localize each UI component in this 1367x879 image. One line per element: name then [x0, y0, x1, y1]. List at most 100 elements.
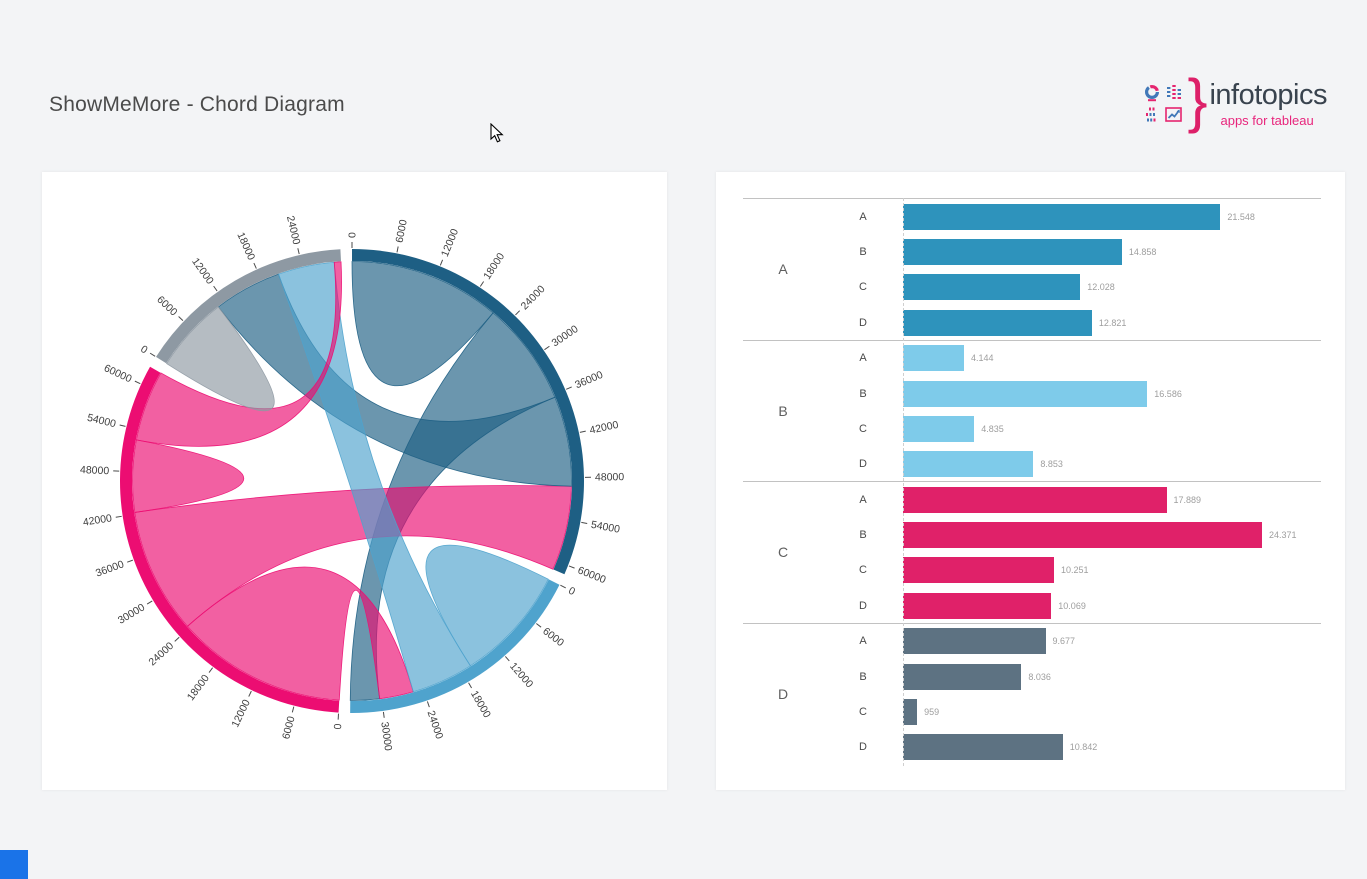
- tick-mark: [468, 682, 473, 689]
- bar-value-label: 12.028: [1087, 282, 1115, 293]
- tick-mark: [536, 623, 542, 628]
- bar-value-label: 21.548: [1227, 211, 1255, 222]
- tick-mark: [146, 600, 153, 605]
- bar-group-D: D A 9.677 B 8.036 C 959 D 10.842: [743, 622, 1321, 765]
- bar-C-D[interactable]: [903, 592, 1052, 619]
- bar-D-C[interactable]: [903, 698, 918, 725]
- bar-value-label: 10.842: [1069, 742, 1098, 753]
- tick-label: 42000: [588, 419, 619, 437]
- row-label: A: [859, 493, 867, 506]
- tick-mark: [566, 386, 572, 390]
- tick-label: 60000: [102, 362, 134, 385]
- bar-group-B: B A 4.144 B 16.586 C 4.835 D 8.853: [743, 339, 1321, 482]
- bar-value-label: 4.835: [981, 423, 1004, 434]
- tick-mark: [581, 521, 588, 524]
- bar-row-B-B: B 16.586: [743, 376, 1321, 411]
- group-label: A: [778, 261, 788, 278]
- tick-mark: [134, 380, 141, 385]
- bar-chart: A A 21.548 B 14.858 C 12.028 D 12.821 B A 4.144 B 16.…: [743, 198, 1321, 766]
- tick-label: 36000: [94, 558, 126, 579]
- bar-C-A[interactable]: [903, 486, 1167, 513]
- mouse-cursor: [490, 123, 504, 143]
- bar-B-C[interactable]: [903, 415, 975, 442]
- row-label: B: [859, 246, 867, 259]
- tick-label: 18000: [468, 689, 493, 720]
- row-label: A: [859, 352, 867, 365]
- tick-mark: [426, 701, 430, 708]
- tick-label: 30000: [550, 323, 581, 349]
- bar-D-B[interactable]: [903, 663, 1022, 690]
- ribbon-A-C[interactable]: [134, 485, 572, 627]
- tick-label: 54000: [86, 412, 117, 431]
- bar-value-label: 10.251: [1061, 565, 1089, 576]
- page-title: ShowMeMore - Chord Diagram: [49, 93, 345, 116]
- bar-row-D-A: A 9.677: [743, 624, 1321, 659]
- tick-label: 48000: [80, 464, 110, 477]
- ribbon-D-D[interactable]: [166, 306, 275, 412]
- bar-row-C-A: A 17.889: [743, 482, 1321, 517]
- tick-mark: [504, 656, 510, 662]
- bar-value-label: 14.858: [1128, 247, 1157, 258]
- bar-value-label: 8.036: [1028, 671, 1051, 682]
- ribbon-B-C[interactable]: [186, 566, 414, 701]
- bar-row-C-B: B 24.371: [743, 517, 1321, 552]
- tick-mark: [127, 559, 134, 563]
- arc-D[interactable]: [156, 249, 341, 364]
- bar-A-D[interactable]: [903, 309, 1092, 336]
- tick-label: 18000: [234, 231, 257, 263]
- bar-value-label: 12.821: [1098, 317, 1127, 328]
- bar-D-D[interactable]: [903, 734, 1063, 761]
- tick-label: 6000: [540, 625, 566, 649]
- row-label: B: [859, 387, 867, 400]
- bar-B-B[interactable]: [903, 380, 1148, 407]
- bar-C-B[interactable]: [903, 522, 1262, 549]
- tick-label: 24000: [146, 640, 176, 669]
- tick-label: 0: [332, 723, 344, 730]
- arc-A[interactable]: [352, 249, 585, 575]
- tick-mark: [568, 565, 575, 569]
- tick-mark: [479, 281, 485, 287]
- logo-brand-text: infotopics: [1209, 78, 1327, 111]
- tick-label: 42000: [82, 512, 113, 528]
- bar-B-D[interactable]: [903, 451, 1034, 478]
- bar-B-A[interactable]: [903, 345, 964, 372]
- bar-value-label: 24.371: [1269, 530, 1297, 541]
- tick-mark: [579, 430, 586, 433]
- dotted-rows-icon: [1146, 107, 1156, 122]
- tick-mark: [174, 636, 180, 642]
- ribbon-B-B[interactable]: [425, 544, 549, 667]
- infotopics-logo[interactable]: } infotopics apps for tableau: [1143, 67, 1327, 134]
- arc-C[interactable]: [120, 366, 340, 713]
- row-label: D: [859, 316, 867, 329]
- chord-card: 0 6000 12000 18000 24000 30000 36000 42000 48000…: [42, 172, 667, 790]
- logo-brace: }: [1187, 67, 1208, 134]
- ribbon-C-C[interactable]: [132, 439, 245, 513]
- donut-chart-icon: [1145, 84, 1160, 102]
- bar-A-C[interactable]: [903, 274, 1081, 301]
- bar-value-label: 959: [924, 706, 940, 717]
- tick-mark: [382, 711, 385, 718]
- tick-mark: [291, 706, 295, 713]
- tick-mark: [253, 262, 257, 269]
- row-label: D: [859, 599, 867, 612]
- tick-label: 0: [566, 585, 577, 598]
- group-label: B: [778, 402, 788, 419]
- tick-label: 12000: [507, 660, 535, 690]
- tick-label: 12000: [189, 256, 216, 287]
- bar-A-B[interactable]: [903, 239, 1122, 266]
- bar-value-label: 8.853: [1040, 459, 1063, 470]
- tick-mark: [115, 515, 122, 518]
- tick-mark: [515, 310, 521, 316]
- bar-A-A[interactable]: [903, 203, 1221, 230]
- tick-label: 0: [346, 232, 358, 238]
- bar-C-C[interactable]: [903, 557, 1054, 584]
- tick-mark: [248, 690, 252, 697]
- row-label: C: [859, 422, 867, 435]
- tick-mark: [396, 246, 399, 253]
- ribbon-C-D[interactable]: [135, 261, 342, 447]
- ribbon-A-A[interactable]: [351, 261, 494, 387]
- arc-B[interactable]: [350, 579, 560, 713]
- bar-D-A[interactable]: [903, 628, 1046, 655]
- tick-label: 18000: [481, 251, 507, 282]
- bar-value-label: 10.069: [1058, 600, 1086, 611]
